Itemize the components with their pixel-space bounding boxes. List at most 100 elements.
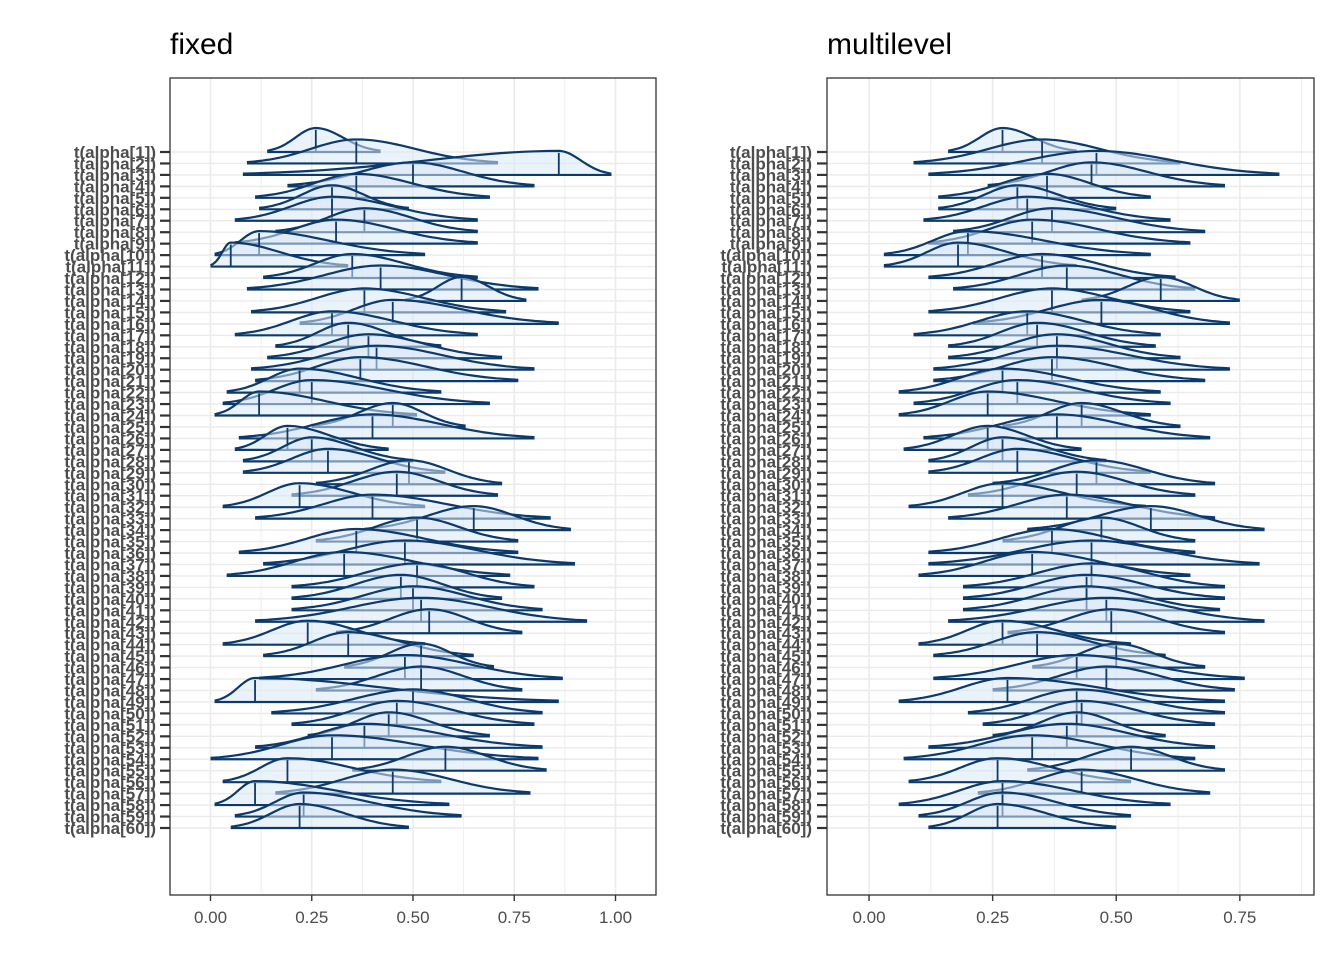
y-tick-label: t(alpha[3]) <box>730 166 812 185</box>
y-tick-label: t(alpha[1]) <box>74 143 156 162</box>
panel-frame <box>169 77 657 896</box>
y-tick-label: t(alpha[36]) <box>720 544 812 563</box>
ridge-outline <box>230 802 409 828</box>
ridge-outline <box>259 654 563 679</box>
panel-title: multilevel <box>827 28 952 61</box>
ridge-outline <box>1081 275 1240 301</box>
y-tick-label: t(alpha[2]) <box>74 154 156 173</box>
y-tick-label: t(alpha[14]) <box>720 292 812 311</box>
y-tick-label: t(alpha[27]) <box>720 441 812 460</box>
ridge-outline <box>226 367 442 393</box>
ridge-outline <box>238 527 519 553</box>
y-tick-label: t(alpha[45]) <box>64 647 156 666</box>
ridge-outline <box>918 619 1132 645</box>
ridge-outline <box>267 333 503 358</box>
y-tick-label: t(alpha[51]) <box>720 716 812 735</box>
y-tick-label: t(alpha[34]) <box>720 521 812 540</box>
y-tick-label: t(alpha[38]) <box>720 567 812 586</box>
ridge-fill <box>352 746 547 770</box>
y-tick-label: t(alpha[40]) <box>64 590 156 609</box>
ridge-outline <box>962 562 1226 588</box>
y-tick-label: t(alpha[32]) <box>720 498 812 517</box>
ridge-fill <box>251 345 535 369</box>
ridge-outline <box>948 596 1265 622</box>
panel-title: fixed <box>170 28 233 61</box>
ridge-outline <box>962 573 1226 599</box>
y-tick-label: t(alpha[50]) <box>720 704 812 723</box>
x-tick-label: 0.75 <box>1223 908 1256 927</box>
ridge-outline <box>242 149 612 175</box>
y-tick-label: t(alpha[5]) <box>730 189 812 208</box>
ridge-outline <box>918 550 1191 576</box>
y-tick-label: t(alpha[22]) <box>64 384 156 403</box>
y-tick-label: t(alpha[20]) <box>720 361 812 380</box>
ridge-outline <box>982 699 1216 725</box>
ridge-outline <box>291 573 503 599</box>
ridge-fill <box>291 563 535 586</box>
y-tick-label: t(alpha[16]) <box>64 315 156 334</box>
ridge-outline <box>255 172 490 198</box>
y-tick-label: t(alpha[57]) <box>720 785 812 804</box>
ridge-outline <box>210 241 349 267</box>
y-tick-label: t(alpha[36]) <box>64 544 156 563</box>
ridge-outline <box>1027 745 1226 771</box>
ridge-outline <box>962 585 1221 611</box>
ridge-outline <box>928 436 1107 462</box>
y-tick-label: t(alpha[21]) <box>64 372 156 391</box>
y-tick-label: t(alpha[54]) <box>64 750 156 769</box>
y-tick-label: t(alpha[56]) <box>64 773 156 792</box>
y-tick-label: t(alpha[17]) <box>64 326 156 345</box>
y-tick-label: t(alpha[49]) <box>64 693 156 712</box>
y-tick-label: t(alpha[24]) <box>720 407 812 426</box>
ridge-outline <box>271 688 543 714</box>
y-tick-label: t(alpha[18]) <box>64 338 156 357</box>
y-tick-label: t(alpha[57]) <box>64 785 156 804</box>
ridge-outline <box>234 310 478 336</box>
y-tick-label: t(alpha[27]) <box>64 441 156 460</box>
y-tick-label: t(alpha[48]) <box>64 682 156 701</box>
ridge-outline <box>234 424 389 450</box>
y-tick-label: t(alpha[35]) <box>64 533 156 552</box>
y-tick-label: t(alpha[25]) <box>720 418 812 437</box>
y-tick-label: t(alpha[24]) <box>64 407 156 426</box>
y-tick-label: t(alpha[55]) <box>64 762 156 781</box>
y-tick-label: t(alpha[48]) <box>720 682 812 701</box>
ridge-fill <box>1007 609 1225 632</box>
y-tick-label: t(alpha[41]) <box>64 601 156 620</box>
y-tick-label: t(alpha[19]) <box>720 349 812 368</box>
ridge-outline <box>404 275 527 301</box>
x-tick-label: 0.25 <box>976 908 1009 927</box>
y-tick-label: t(alpha[41]) <box>720 601 812 620</box>
y-tick-label: t(alpha[17]) <box>720 326 812 345</box>
ridge-outline <box>967 688 1226 714</box>
ridge-outline <box>234 195 478 221</box>
ridge-outline <box>923 195 1171 221</box>
y-tick-label: t(alpha[19]) <box>64 349 156 368</box>
y-tick-label: t(alpha[10]) <box>720 246 812 265</box>
ridge-fill <box>1027 746 1225 770</box>
ridge-outline <box>953 207 1206 232</box>
y-tick-label: t(alpha[28]) <box>64 452 156 471</box>
panel-frame <box>826 77 1315 896</box>
y-tick-label: t(alpha[12]) <box>64 269 156 288</box>
y-tick-label: t(alpha[53]) <box>720 739 812 758</box>
ridge-outline <box>948 333 1181 358</box>
ridge-outline <box>214 390 418 416</box>
y-tick-label: t(alpha[25]) <box>64 418 156 437</box>
y-tick-label: t(alpha[40]) <box>720 590 812 609</box>
x-tick-label: 0.00 <box>852 908 885 927</box>
ridge-outline <box>928 722 1216 748</box>
ridge-outline <box>913 310 1161 336</box>
y-tick-label: t(alpha[4]) <box>730 177 812 196</box>
ridge-fill <box>928 254 1176 277</box>
ridge-fill <box>933 345 1230 369</box>
y-tick-label: t(alpha[50]) <box>64 704 156 723</box>
y-tick-label: t(alpha[32]) <box>64 498 156 517</box>
ridge-fill <box>230 804 409 827</box>
ridge-outline <box>242 436 414 462</box>
y-tick-label: t(alpha[42]) <box>64 613 156 632</box>
ridge-fill <box>404 276 527 300</box>
y-tick-label: t(alpha[37]) <box>64 555 156 574</box>
ridge-fill <box>933 655 1245 678</box>
y-tick-label: t(alpha[35]) <box>720 533 812 552</box>
